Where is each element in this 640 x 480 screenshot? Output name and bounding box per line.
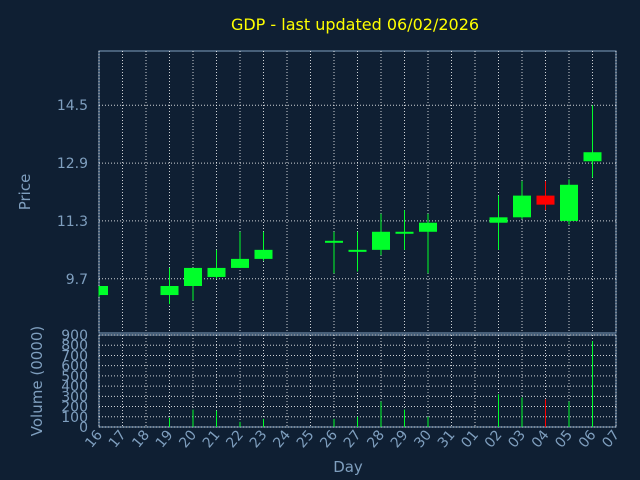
x-tick-label: 26 (317, 427, 341, 451)
price-panel: 14.5 12.9 11.3 9.7 (57, 50, 617, 334)
price-tick-label: 12.9 (57, 156, 88, 172)
x-tick-label: 27 (341, 427, 365, 451)
x-tick-label: 03 (505, 427, 529, 451)
x-tick-label: 31 (435, 427, 459, 451)
candle-body (419, 222, 437, 232)
price-tick-labels: 14.5 12.9 11.3 9.7 (57, 98, 88, 288)
volume-grid (98, 334, 617, 428)
candle-body (536, 195, 555, 205)
volume-tick-label: 700 (61, 348, 88, 364)
candle-body (231, 258, 249, 268)
x-tick-label: 18 (129, 427, 153, 451)
candles (98, 105, 602, 305)
volume-tick-label: 300 (61, 389, 88, 405)
x-tick-label: 06 (576, 427, 600, 451)
volume-tick-label: 500 (61, 369, 88, 385)
x-axis-label: Day (333, 458, 363, 476)
volume-axis-label: Volume (0000) (28, 326, 46, 436)
x-tick-label: 30 (411, 427, 435, 451)
candle-body (254, 249, 273, 259)
x-tick-label: 23 (247, 427, 271, 451)
volume-tick-label: 400 (61, 379, 88, 395)
price-tick-label: 9.7 (66, 272, 88, 288)
candle-body (583, 152, 602, 162)
x-tick-label: 29 (388, 427, 412, 451)
x-tick-label: 04 (529, 427, 553, 451)
x-tick-label: 07 (599, 427, 623, 451)
candle-body (99, 286, 108, 296)
x-tick-label: 24 (270, 427, 294, 451)
candle-body (489, 217, 508, 223)
volume-tick-label: 100 (61, 410, 88, 426)
price-tick-label: 11.3 (57, 214, 88, 230)
x-tick-label: 25 (294, 427, 318, 451)
candle-body (184, 267, 202, 286)
price-tick-label: 14.5 (57, 98, 88, 114)
x-tick-label: 28 (364, 427, 388, 451)
x-tick-label: 05 (552, 427, 576, 451)
candle-body (513, 195, 531, 218)
price-axis-label: Price (16, 174, 34, 211)
x-tick-label: 19 (153, 427, 177, 451)
volume-tick-label: 900 (61, 328, 88, 344)
x-tick-label: 20 (176, 427, 200, 451)
x-tick-label: 02 (482, 427, 506, 451)
candle-body (207, 267, 226, 277)
candle-body (372, 231, 390, 250)
candle-body (560, 184, 578, 221)
volume-bars (169, 341, 593, 427)
volume-tick-label: 600 (61, 359, 88, 375)
x-tick-label: 21 (200, 427, 224, 451)
x-tick-label: 01 (458, 427, 482, 451)
x-tick-label: 22 (223, 427, 247, 451)
candle-body (325, 240, 343, 243)
candle-body (348, 249, 367, 252)
candle-body (395, 231, 414, 234)
volume-tick-label: 200 (61, 400, 88, 416)
chart-title: GDP - last updated 06/02/2026 (231, 15, 479, 34)
volume-tick-label: 800 (61, 338, 88, 354)
x-tick-label: 17 (106, 427, 130, 451)
volume-tick-label: 0 (79, 420, 88, 436)
x-tick-labels: 16 17 18 19 20 21 22 23 24 25 26 27 28 29 30 31 01 02 03 04… (82, 427, 623, 451)
candle-body (160, 286, 179, 296)
